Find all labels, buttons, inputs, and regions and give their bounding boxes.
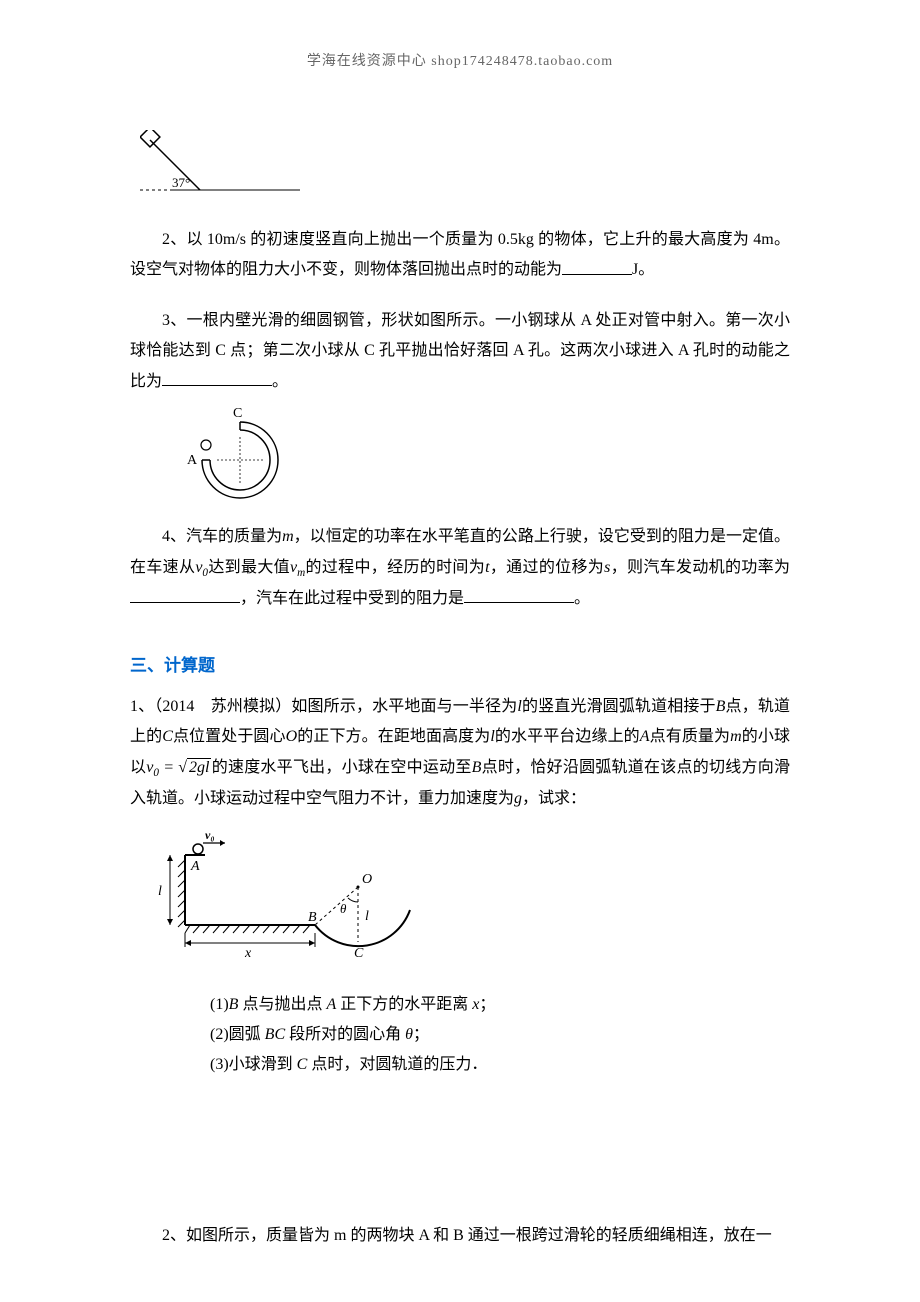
question-3: 3、一根内壁光滑的细圆钢管，形状如图所示。一小钢球从 A 处正对管中射入。第一次… [130, 306, 790, 397]
label-A: A [190, 859, 200, 874]
q31-O: O [286, 728, 298, 745]
q2-text: 2、以 10m/s 的初速度竖直向上抛出一个质量为 0.5kg 的物体，它上升的… [130, 231, 790, 279]
q31-m: m [730, 728, 742, 745]
circle-svg: C A [185, 407, 295, 502]
q31-B: B [716, 698, 726, 715]
q4-t7: ，汽车在此过程中受到的阻力是 [240, 590, 464, 607]
subq-1: (1)B 点与抛出点 A 正下方的水平距离 x； [210, 990, 790, 1020]
q31-t4: 的正下方。在距地面高度为 [297, 728, 490, 745]
q31-t8: 的速度水平飞出，小球在空中运动至 [211, 759, 471, 776]
label-x: x [244, 946, 252, 961]
q31-t6: 点有质量为 [650, 728, 731, 745]
question-3-2: 2、如图所示，质量皆为 m 的两物块 A 和 B 通过一根跨过滑轮的轻质细绳相连… [130, 1221, 790, 1251]
label-c: C [233, 407, 242, 421]
label-l-left: l [158, 884, 162, 899]
subq3-text: (3)小球滑到 C 点时，对圆轨道的压力． [210, 1056, 487, 1073]
q31-t5: 的水平平台边缘上的 [495, 728, 640, 745]
question-2: 2、以 10m/s 的初速度竖直向上抛出一个质量为 0.5kg 的物体，它上升的… [130, 225, 790, 286]
subq-3: (3)小球滑到 C 点时，对圆轨道的压力． [210, 1050, 790, 1080]
label-O: O [362, 872, 372, 887]
q31-B2: B [472, 759, 482, 776]
q31-sqrt-body: 2gl [187, 758, 211, 776]
label-C: C [354, 946, 364, 961]
q4-t5: ，通过的位移为 [490, 559, 605, 576]
label-v0: v₀ [205, 828, 215, 842]
q31-A: A [640, 728, 650, 745]
q31-t10: ，试求： [522, 790, 586, 807]
q32-text: 2、如图所示，质量皆为 m 的两物块 A 和 B 通过一根跨过滑轮的轻质细绳相连… [162, 1227, 772, 1244]
q4-m: m [282, 528, 294, 545]
header-text: 学海在线资源中心 shop174248478.taobao.com [307, 54, 613, 69]
q31-g: g [514, 790, 522, 807]
q4-t1: 4、汽车的质量为 [162, 528, 282, 545]
q4-t6: ，则汽车发动机的功率为 [610, 559, 790, 576]
arc-svg: v₀ A l x B O θ [130, 825, 450, 980]
label-B: B [308, 910, 317, 925]
q31-t3: 点位置处于圆心 [173, 728, 286, 745]
subq1-text: (1)B 点与抛出点 A 正下方的水平距离 x； [210, 996, 495, 1013]
question-3-1: 1、（2014 苏州模拟）如图所示，水平地面与一半径为l的竖直光滑圆弧轨道相接于… [130, 692, 790, 815]
q31-prefix: 1、（2014 苏州模拟）如图所示，水平地面与一半径为 [130, 698, 517, 715]
figure-incline: 37° [140, 130, 790, 205]
q4-vm: v [290, 559, 297, 576]
subq2-text: (2)圆弧 BC 段所对的圆心角 θ； [210, 1026, 429, 1043]
label-l-right: l [365, 909, 369, 924]
q31-t1: 的竖直光滑圆弧轨道相接于 [522, 698, 716, 715]
q31-sqrt: √2gl [178, 759, 211, 776]
q4-vmsub: m [297, 567, 305, 579]
section-3-title: 三、计算题 [130, 650, 790, 682]
q2-unit: J。 [632, 262, 654, 279]
question-4: 4、汽车的质量为m，以恒定的功率在水平笔直的公路上行驶，设它受到的阻力是一定值。… [130, 522, 790, 614]
label-a: A [187, 453, 198, 468]
page-content: 37° 2、以 10m/s 的初速度竖直向上抛出一个质量为 0.5kg 的物体，… [0, 70, 920, 1251]
q4-blank2 [464, 584, 574, 603]
q4-t8: 。 [574, 590, 590, 607]
figure-circle-tube: C A [185, 407, 790, 502]
q31-eq: = [159, 759, 178, 776]
q4-t4: 的过程中，经历的时间为 [305, 559, 485, 576]
q3-blank [162, 367, 272, 386]
incline-svg: 37° [140, 130, 300, 205]
subq-2: (2)圆弧 BC 段所对的圆心角 θ； [210, 1020, 790, 1050]
q4-t3: 达到最大值 [208, 559, 290, 576]
label-theta: θ [340, 901, 347, 916]
q3-after: 。 [272, 373, 288, 390]
figure-arc-track: v₀ A l x B O θ [130, 825, 790, 980]
q2-blank [562, 255, 632, 274]
page-header: 学海在线资源中心 shop174248478.taobao.com [0, 0, 920, 70]
q4-blank1 [130, 584, 240, 603]
angle-label: 37° [172, 175, 190, 190]
q31-C: C [162, 728, 173, 745]
